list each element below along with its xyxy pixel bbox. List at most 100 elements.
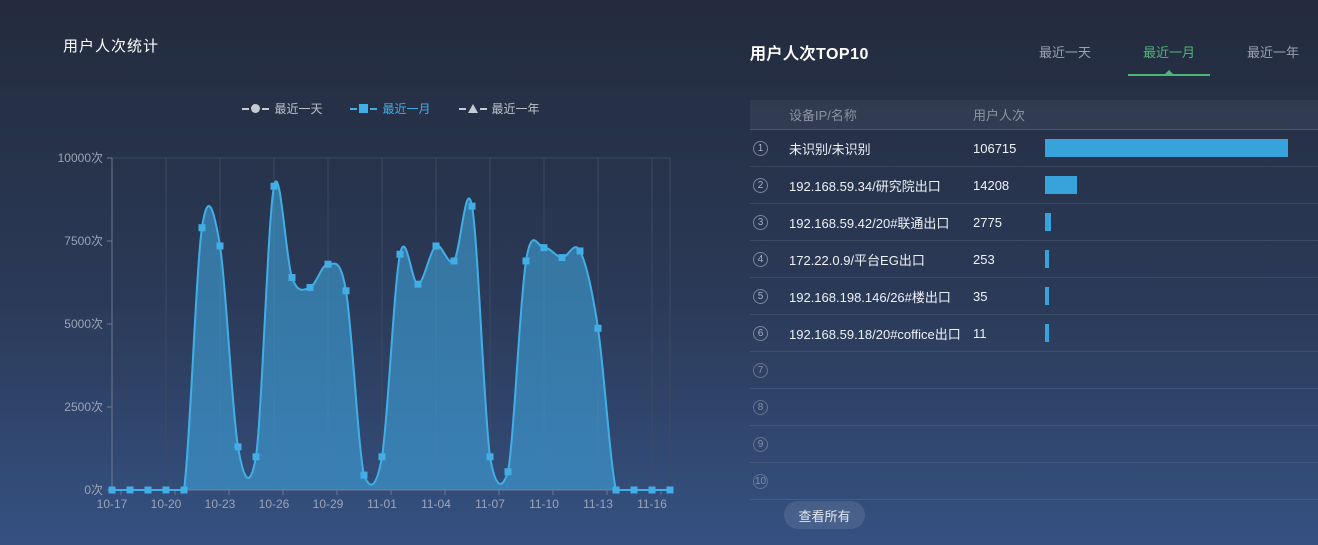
data-point-marker[interactable] <box>450 257 458 265</box>
table-row: 7 <box>750 352 1318 389</box>
data-point-marker[interactable] <box>396 250 404 258</box>
legend-item-label: 最近一月 <box>382 102 431 116</box>
x-axis-label: 11-01 <box>367 497 397 511</box>
rank-badge: 8 <box>753 399 768 415</box>
x-axis-label: 10-20 <box>151 497 182 511</box>
data-point-marker[interactable] <box>522 257 530 265</box>
tab-recent-month[interactable]: 最近一月 <box>1127 42 1210 76</box>
chart-legend: 最近一天 最近一月 最近一年 <box>112 100 670 117</box>
data-point-marker[interactable] <box>234 443 242 451</box>
data-point-marker[interactable] <box>576 247 584 255</box>
device-name: 192.168.198.146/26#楼出口 <box>789 289 951 305</box>
count-bar <box>1045 250 1049 268</box>
data-point-marker[interactable] <box>666 486 674 494</box>
data-point-marker[interactable] <box>162 486 170 494</box>
table-row: 4 172.22.0.9/平台EG出口 253 <box>750 241 1318 278</box>
data-point-marker[interactable] <box>198 224 206 232</box>
data-point-marker[interactable] <box>216 242 224 250</box>
data-point-marker[interactable] <box>144 486 152 494</box>
table-row: 9 <box>750 426 1318 463</box>
x-axis-label: 10-17 <box>97 497 128 511</box>
rank-badge: 3 <box>753 214 768 230</box>
table-row: 1 未识别/未识别 106715 <box>750 130 1318 167</box>
visit-count: 11 <box>973 325 987 341</box>
data-point-marker[interactable] <box>108 486 116 494</box>
data-point-marker[interactable] <box>126 486 134 494</box>
data-point-marker[interactable] <box>486 453 494 461</box>
rank-badge: 5 <box>753 288 768 304</box>
x-axis-label: 11-07 <box>475 497 505 511</box>
count-bar <box>1045 287 1049 305</box>
legend-item-recent-month[interactable]: 最近一月 <box>350 100 431 117</box>
data-point-marker[interactable] <box>288 274 296 282</box>
table-row: 5 192.168.198.146/26#楼出口 35 <box>750 278 1318 315</box>
series-area <box>112 181 670 490</box>
rank-badge: 10 <box>753 473 768 489</box>
legend-item-recent-day[interactable]: 最近一天 <box>242 100 322 117</box>
data-point-marker[interactable] <box>558 254 566 262</box>
square-marker-icon <box>350 104 378 113</box>
visit-count: 253 <box>973 251 995 267</box>
top10-title: 用户人次TOP10 <box>750 46 869 63</box>
device-column-header: 设备IP/名称 <box>789 108 857 123</box>
top10-table: 设备IP/名称 用户人次 1 未识别/未识别 106715 2 192.168.59.3… <box>750 100 1318 500</box>
visit-count: 2775 <box>973 214 1002 230</box>
count-column-header: 用户人次 <box>973 108 1026 123</box>
device-name: 172.22.0.9/平台EG出口 <box>789 252 925 268</box>
y-axis-label: 5000次 <box>64 317 103 331</box>
rank-badge: 2 <box>753 177 768 193</box>
legend-item-recent-year[interactable]: 最近一年 <box>458 100 540 117</box>
view-all-button[interactable]: 查看所有 <box>784 501 865 529</box>
device-name: 192.168.59.34/研究院出口 <box>789 178 941 194</box>
x-axis-label: 11-16 <box>637 497 667 511</box>
table-row: 10 <box>750 463 1318 500</box>
y-axis-label: 7500次 <box>64 234 103 248</box>
data-point-marker[interactable] <box>180 486 188 494</box>
tab-recent-year[interactable]: 最近一年 <box>1246 45 1299 60</box>
x-axis-label: 11-13 <box>583 497 613 511</box>
data-point-marker[interactable] <box>432 242 440 250</box>
triangle-marker-icon <box>458 104 487 113</box>
table-body: 1 未识别/未识别 106715 2 192.168.59.34/研究院出口 14208 3… <box>750 130 1318 500</box>
legend-item-label: 最近一天 <box>274 102 323 116</box>
rank-badge: 6 <box>753 325 768 341</box>
rank-badge: 4 <box>753 251 768 267</box>
rank-badge: 7 <box>753 362 768 378</box>
data-point-marker[interactable] <box>468 202 476 210</box>
tab-recent-day[interactable]: 最近一天 <box>1038 45 1091 60</box>
data-point-marker[interactable] <box>630 486 638 494</box>
count-bar <box>1045 324 1049 342</box>
table-header: 设备IP/名称 用户人次 <box>750 100 1318 130</box>
visit-count: 35 <box>973 288 988 304</box>
data-point-marker[interactable] <box>360 471 368 479</box>
data-point-marker[interactable] <box>324 260 332 268</box>
data-point-marker[interactable] <box>252 453 260 461</box>
y-axis-label: 10000次 <box>58 151 103 165</box>
data-point-marker[interactable] <box>648 486 656 494</box>
visits-line-chart: 0次 2500次 5000次 7500次 10000次 10-17 10-20 10-23 10… <box>58 151 674 511</box>
data-point-marker[interactable] <box>342 287 350 295</box>
time-range-tabs: 最近一天 最近一月 最近一年 <box>1036 42 1302 76</box>
data-point-marker[interactable] <box>612 486 620 494</box>
data-point-marker[interactable] <box>306 283 314 291</box>
data-point-marker[interactable] <box>594 324 602 332</box>
device-name: 未识别/未识别 <box>789 141 871 157</box>
device-name: 192.168.59.42/20#联通出口 <box>789 215 950 231</box>
data-point-marker[interactable] <box>540 244 548 252</box>
x-axis-label: 11-04 <box>421 497 451 511</box>
data-point-marker[interactable] <box>504 468 512 476</box>
table-row: 6 192.168.59.18/20#coffice出口 11 <box>750 315 1318 352</box>
count-bar <box>1045 176 1077 194</box>
data-point-marker[interactable] <box>414 280 422 288</box>
data-point-marker[interactable] <box>270 182 278 190</box>
visit-count: 106715 <box>973 140 1017 156</box>
x-axis-label: 10-26 <box>259 497 290 511</box>
y-axis-label: 2500次 <box>64 400 103 414</box>
circle-marker-icon <box>242 104 270 113</box>
count-bar <box>1045 213 1051 231</box>
x-axis-label: 10-29 <box>313 497 344 511</box>
x-axis-label: 10-23 <box>205 497 236 511</box>
device-name: 192.168.59.18/20#coffice出口 <box>789 326 961 342</box>
data-point-marker[interactable] <box>378 453 386 461</box>
